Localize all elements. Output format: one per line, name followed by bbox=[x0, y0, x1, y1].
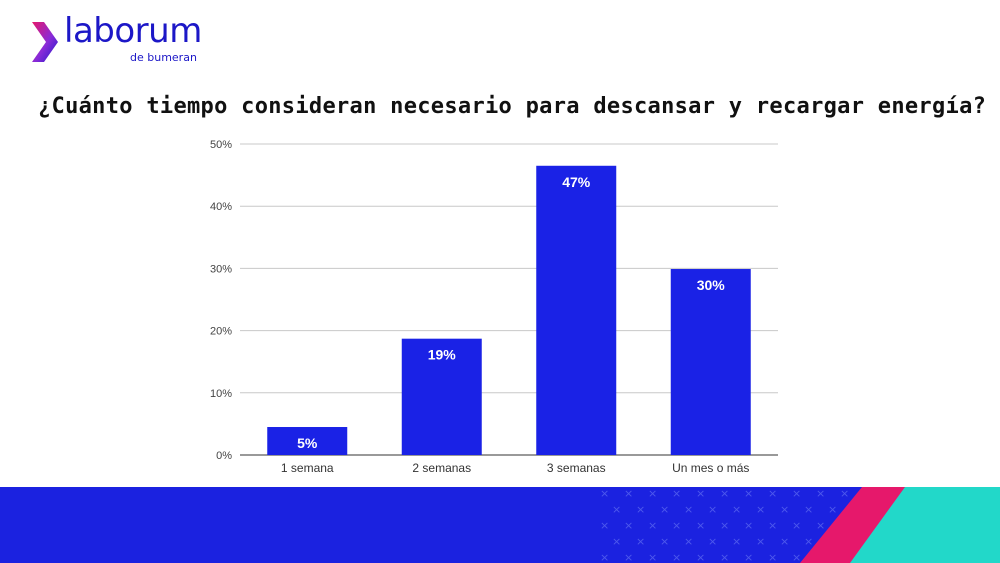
chart-title: ¿Cuánto tiempo consideran necesario para… bbox=[38, 94, 987, 119]
footer-cross-mark: × bbox=[624, 487, 633, 500]
footer-cross-mark: × bbox=[684, 503, 693, 516]
footer-cross-mark: × bbox=[600, 487, 609, 500]
footer-cross-mark: × bbox=[624, 551, 633, 563]
footer-cross-mark: × bbox=[696, 519, 705, 532]
footer-cross-mark: × bbox=[600, 519, 609, 532]
x-tick-label: 1 semana bbox=[281, 461, 334, 475]
footer-cross-mark: × bbox=[612, 535, 621, 548]
footer-cross-mark: × bbox=[672, 519, 681, 532]
x-tick-label: 2 semanas bbox=[412, 461, 471, 475]
footer-cross-mark: × bbox=[756, 535, 765, 548]
footer-cross-mark: × bbox=[708, 503, 717, 516]
footer-cross-mark: × bbox=[816, 519, 825, 532]
y-tick-label: 40% bbox=[210, 201, 232, 213]
footer-cross-mark: × bbox=[636, 535, 645, 548]
footer-cross-mark: × bbox=[756, 503, 765, 516]
footer-cross-mark: × bbox=[660, 503, 669, 516]
brand-logo: laborum de bumeran bbox=[30, 11, 230, 70]
footer-cross-mark: × bbox=[828, 503, 837, 516]
footer-cross-mark: × bbox=[612, 503, 621, 516]
brand-chevron-icon bbox=[32, 22, 58, 62]
y-tick-label: 20% bbox=[210, 326, 232, 338]
footer-cross-mark: × bbox=[660, 535, 669, 548]
brand-name: laborum bbox=[64, 11, 202, 51]
brand-subtitle: de bumeran bbox=[130, 51, 197, 64]
footer-cross-mark: × bbox=[804, 535, 813, 548]
footer-cross-mark: × bbox=[720, 519, 729, 532]
footer-cross-mark: × bbox=[684, 535, 693, 548]
y-axis-ticks: 0% 10% 20% 30% 40% 50% bbox=[210, 139, 232, 462]
footer-cross-mark: × bbox=[720, 487, 729, 500]
footer-cross-mark: × bbox=[744, 487, 753, 500]
footer-cross-mark: × bbox=[816, 487, 825, 500]
bar bbox=[267, 427, 348, 455]
bar-data-label: 19% bbox=[428, 347, 457, 363]
footer-cross-mark: × bbox=[624, 519, 633, 532]
bar-data-label: 47% bbox=[562, 174, 591, 190]
footer-cross-mark: × bbox=[696, 487, 705, 500]
footer-cross-mark: × bbox=[840, 487, 849, 500]
y-tick-label: 10% bbox=[210, 388, 232, 400]
y-tick-label: 0% bbox=[216, 450, 232, 462]
footer-cross-mark: × bbox=[672, 487, 681, 500]
bar-chart: 0% 10% 20% 30% 40% 50% 5% 19% 47% 30% 1 semana 2 … bbox=[210, 139, 778, 475]
x-axis-ticks: 1 semana 2 semanas 3 semanas Un mes o más bbox=[281, 461, 750, 475]
footer-cross-mark: × bbox=[708, 535, 717, 548]
footer-cross-mark: × bbox=[792, 487, 801, 500]
footer-banner: × × × × × × × × × × ×× × × × × × × × × ×× × × × × × × × × ×× × × × × × × × ×… bbox=[0, 487, 1000, 563]
footer-cross-mark: × bbox=[648, 487, 657, 500]
footer-cross-mark: × bbox=[768, 487, 777, 500]
footer-cross-mark: × bbox=[804, 503, 813, 516]
bar-data-label: 5% bbox=[297, 435, 318, 451]
footer-cross-mark: × bbox=[780, 535, 789, 548]
bar-data-label: 30% bbox=[697, 277, 726, 293]
footer-cross-mark: × bbox=[696, 551, 705, 563]
y-tick-label: 50% bbox=[210, 139, 232, 151]
footer-cross-mark: × bbox=[648, 551, 657, 563]
footer-cross-mark: × bbox=[600, 551, 609, 563]
footer-cross-mark: × bbox=[768, 519, 777, 532]
footer-cross-mark: × bbox=[720, 551, 729, 563]
footer-cross-mark: × bbox=[672, 551, 681, 563]
bar bbox=[670, 269, 751, 455]
footer-cross-mark: × bbox=[744, 551, 753, 563]
bar bbox=[536, 165, 617, 455]
footer-cross-mark: × bbox=[792, 519, 801, 532]
x-tick-label: 3 semanas bbox=[547, 461, 606, 475]
footer-teal-band bbox=[850, 487, 1000, 563]
y-tick-label: 30% bbox=[210, 263, 232, 275]
footer-cross-mark: × bbox=[732, 503, 741, 516]
footer-cross-mark: × bbox=[636, 503, 645, 516]
footer-cross-mark: × bbox=[780, 503, 789, 516]
footer-cross-mark: × bbox=[744, 519, 753, 532]
footer-cross-mark: × bbox=[648, 519, 657, 532]
footer-cross-mark: × bbox=[768, 551, 777, 563]
footer-cross-mark: × bbox=[792, 551, 801, 563]
chart-bars: 5% 19% 47% 30% bbox=[267, 165, 751, 455]
footer-cross-mark: × bbox=[732, 535, 741, 548]
bar bbox=[401, 338, 482, 455]
x-tick-label: Un mes o más bbox=[672, 461, 749, 475]
